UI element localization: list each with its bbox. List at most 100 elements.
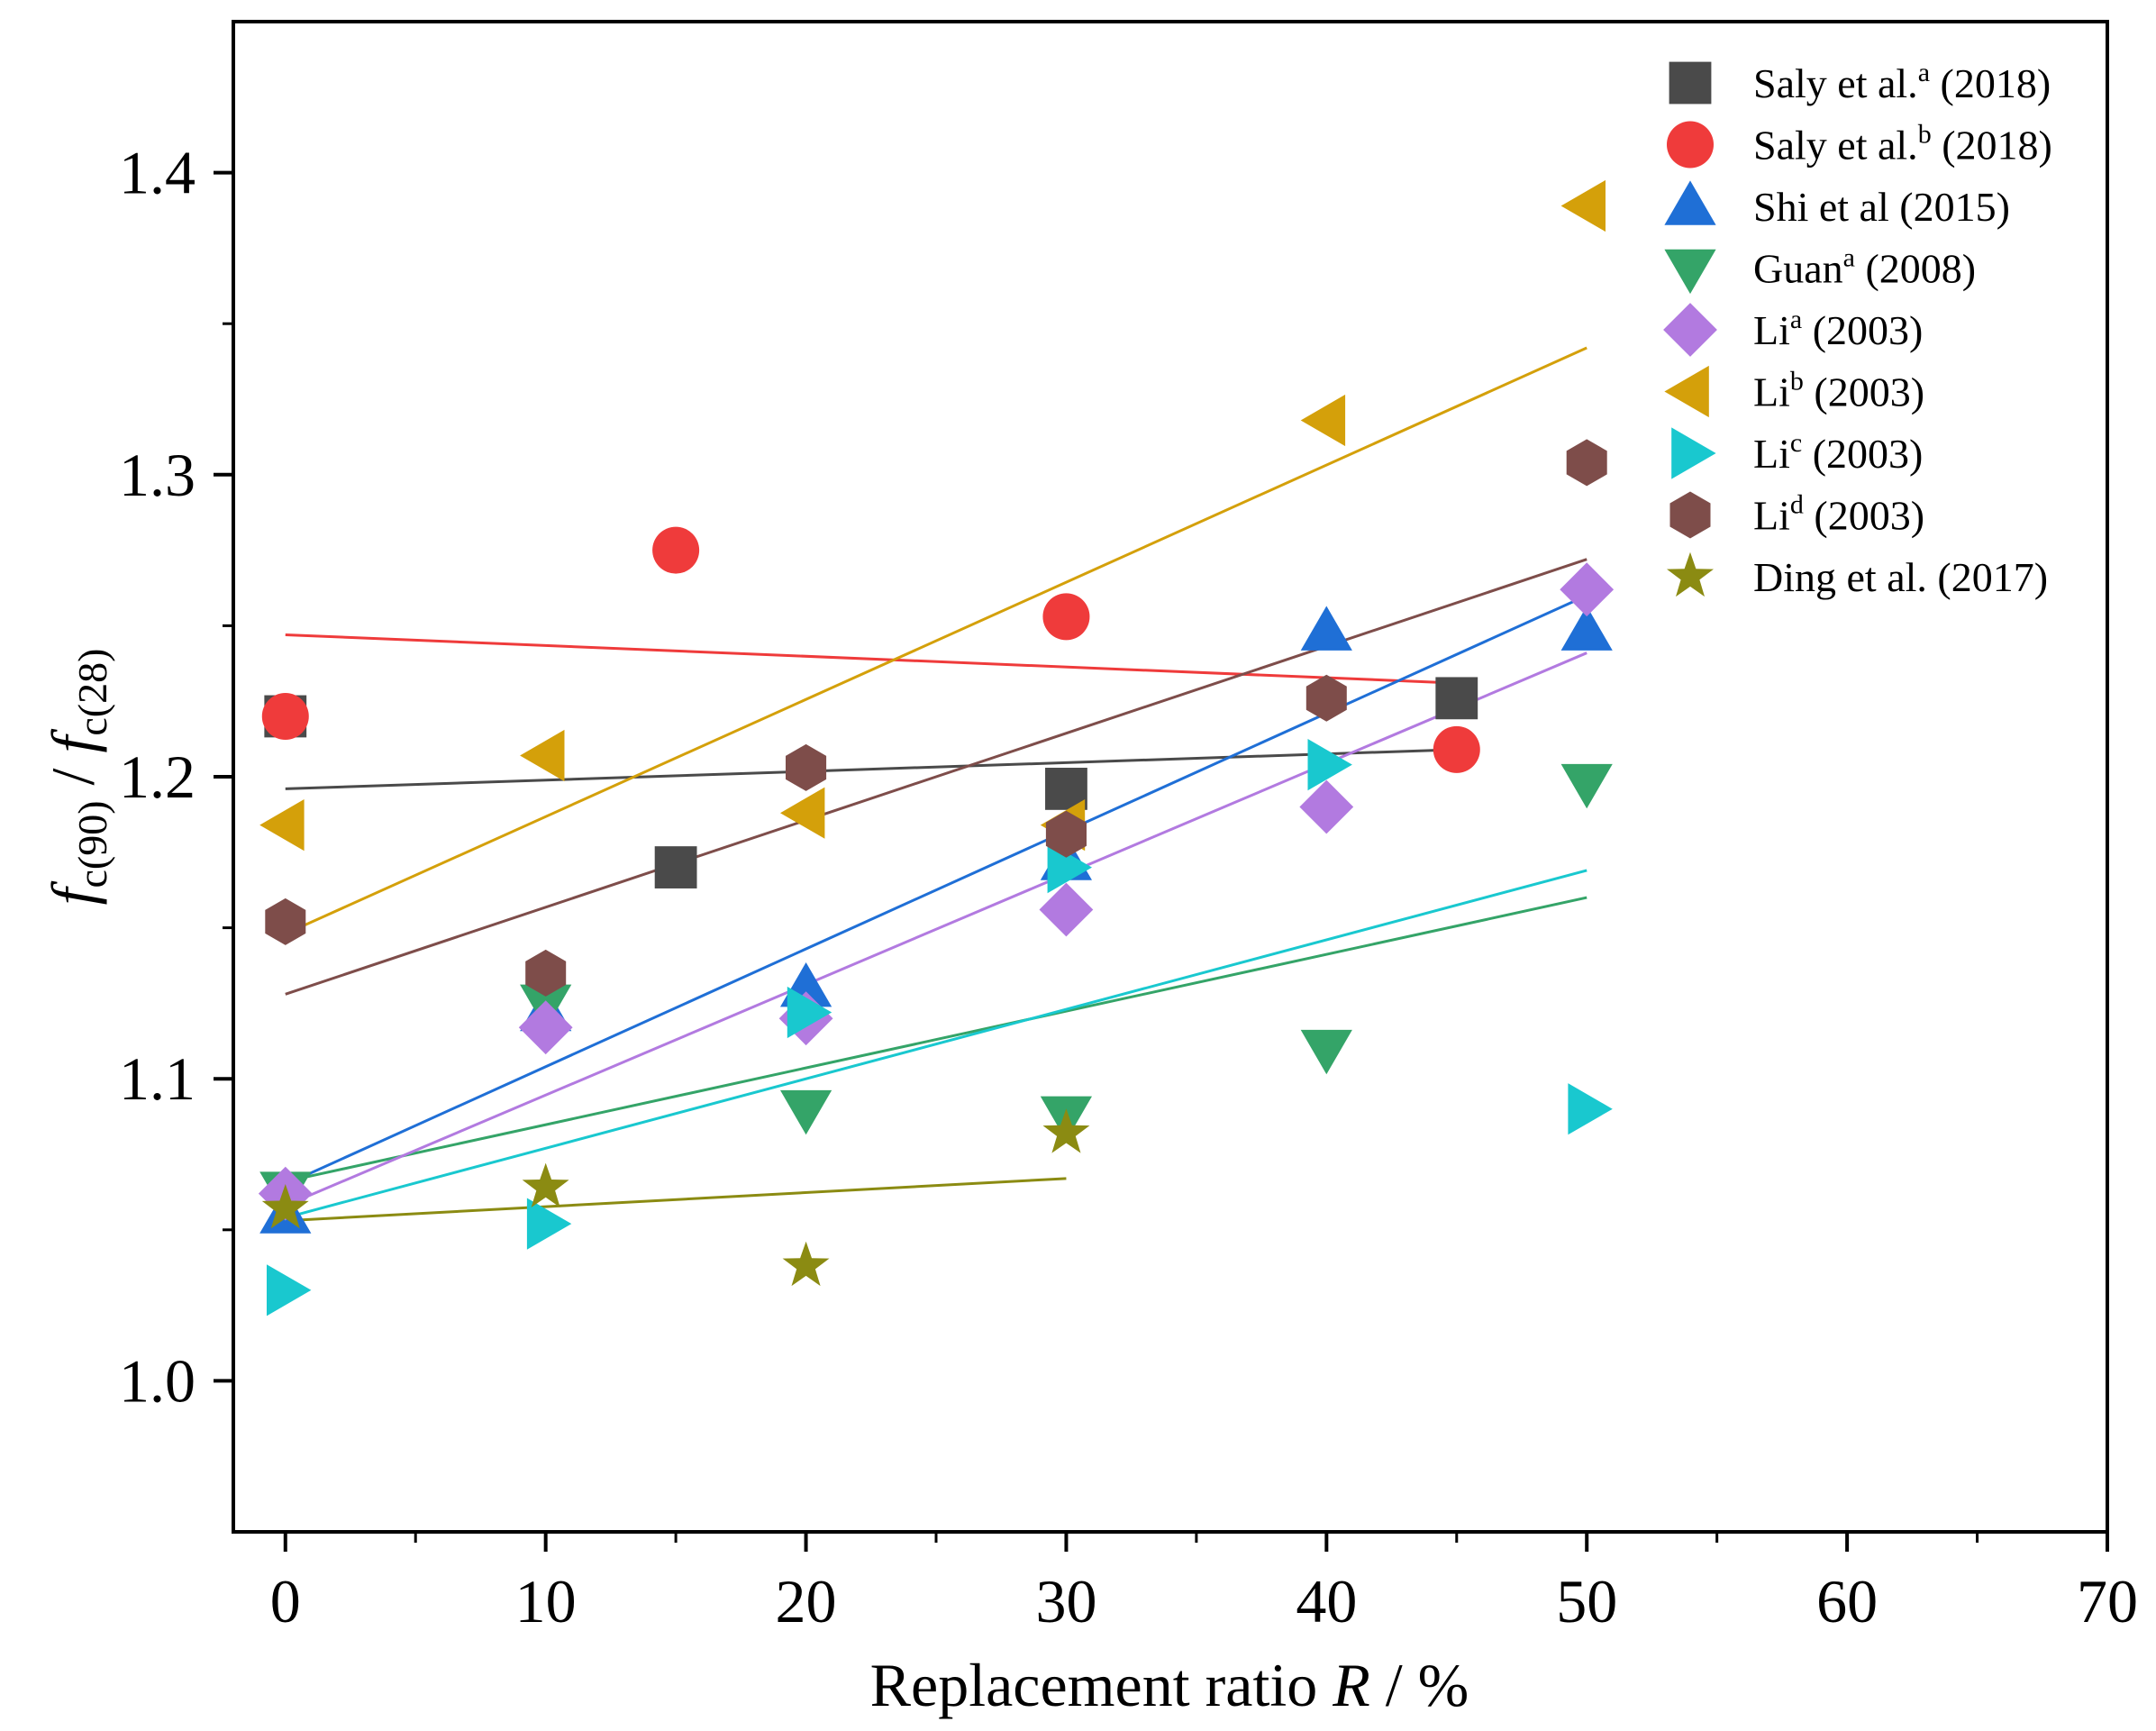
data-point-li-b-2003 — [1300, 394, 1346, 447]
legend-label-name: Li — [1753, 369, 1790, 415]
legend-label-year: (2017) — [1927, 554, 2048, 600]
legend-label-ding-et-al-2017: Ding et al. (2017) — [1753, 554, 2048, 600]
legend-item-saly-et-al-a-2018: Saly et al.a (2018) — [1669, 58, 2051, 106]
legend-label-year: (2018) — [1930, 60, 2051, 106]
x-tick-label: 20 — [776, 1567, 837, 1635]
legend-label-year: (2003) — [1804, 369, 1924, 415]
data-point-guan-a-2008 — [1560, 763, 1613, 809]
series-ding-et-al-2017 — [261, 1108, 1090, 1287]
legend-item-saly-et-al-b-2018: Saly et al.b (2018) — [1667, 120, 2052, 169]
data-point-saly-et-al-a-2018 — [654, 846, 697, 888]
x-axis-title-variable: R — [1332, 1651, 1370, 1719]
legend-label-guan-a-2008: Guana (2008) — [1753, 243, 1976, 292]
data-point-li-a-2003 — [1299, 779, 1354, 834]
data-point-li-b-2003 — [1560, 179, 1606, 232]
data-point-li-c-2003 — [1047, 842, 1092, 894]
data-point-li-d-2003 — [1045, 810, 1087, 858]
data-point-li-d-2003 — [525, 949, 567, 997]
y-tick-label: 1.0 — [119, 1346, 196, 1415]
series-li-c-2003 — [267, 739, 1613, 1316]
legend-label-superscript: a — [1843, 243, 1855, 273]
legend-item-li-a-2003: Lia (2003) — [1663, 303, 1923, 357]
data-markers — [258, 179, 1615, 1316]
x-axis-title: Replacement ratio R / % — [870, 1651, 1469, 1719]
legend-label-name: Ding et al. — [1753, 554, 1927, 600]
data-point-li-b-2003 — [520, 729, 565, 782]
legend-marker-li-d-2003 — [1669, 491, 1711, 539]
data-point-guan-a-2008 — [1300, 1029, 1352, 1075]
fit-lines — [285, 346, 1587, 1223]
data-point-saly-et-al-b-2018 — [1433, 725, 1480, 773]
fit-line-li-d-2003 — [285, 558, 1587, 996]
data-point-li-c-2003 — [787, 986, 832, 1039]
legend-label-name: Li — [1753, 431, 1790, 477]
legend-label-name: Saly et al. — [1753, 60, 1918, 106]
data-point-saly-et-al-a-2018 — [1435, 677, 1478, 720]
data-point-li-c-2003 — [526, 1198, 572, 1250]
fit-line-ding-et-al-2017 — [285, 1177, 1067, 1223]
data-point-ding-et-al-2017 — [261, 1184, 309, 1229]
data-point-li-a-2003 — [1560, 562, 1615, 617]
legend-label-year: (2018) — [1932, 123, 2052, 169]
x-tick-label: 60 — [1816, 1567, 1878, 1635]
y-axis-title-sub1: c(90) — [69, 800, 115, 888]
y-tick-label: 1.4 — [119, 139, 196, 207]
x-axis-ticks: 0 10 20 30 40 50 60 70 — [270, 1532, 2138, 1635]
legend-item-guan-a-2008: Guana (2008) — [1664, 243, 1976, 295]
legend-label-name: Shi et al — [1753, 184, 1889, 230]
legend-label-year: (2003) — [1802, 307, 1923, 353]
legend-label-name: Li — [1753, 307, 1790, 353]
legend-marker-li-c-2003 — [1671, 427, 1716, 479]
legend-marker-saly-et-al-b-2018 — [1667, 121, 1714, 169]
data-point-ding-et-al-2017 — [522, 1162, 569, 1207]
fit-line-li-a-2003 — [285, 651, 1587, 1207]
legend-item-shi-et-al-2015: Shi et al (2015) — [1664, 180, 2010, 230]
legend-label-shi-et-al-2015: Shi et al (2015) — [1753, 184, 2010, 230]
legend-label-year: (2003) — [1802, 431, 1923, 477]
fit-line-guan-a-2008 — [285, 896, 1587, 1183]
data-point-li-b-2003 — [780, 787, 825, 839]
legend-item-ding-et-al-2017: Ding et al. (2017) — [1667, 551, 2048, 600]
legend-marker-li-b-2003 — [1664, 365, 1709, 418]
x-axis-title-prefix: Replacement ratio — [870, 1651, 1333, 1719]
legend-label-year: (2003) — [1804, 493, 1924, 539]
data-point-li-c-2003 — [1307, 739, 1352, 791]
legend-label-li-c-2003: Lic (2003) — [1753, 428, 1923, 477]
data-point-li-d-2003 — [786, 743, 827, 791]
legend-item-li-b-2003: Lib (2003) — [1664, 365, 1924, 418]
legend-item-li-d-2003: Lid (2003) — [1669, 490, 1924, 539]
data-point-li-c-2003 — [267, 1264, 312, 1316]
y-axis-title-separator: / — [39, 753, 107, 801]
legend-label-name: Guan — [1753, 246, 1843, 292]
data-point-li-d-2003 — [1305, 674, 1347, 722]
data-point-li-a-2003 — [1039, 882, 1094, 937]
fit-line-li-b-2003 — [285, 346, 1587, 935]
data-point-li-d-2003 — [265, 897, 306, 945]
legend-label-superscript: b — [1918, 120, 1932, 150]
legend-marker-shi-et-al-2015 — [1664, 180, 1716, 225]
legend-marker-guan-a-2008 — [1664, 249, 1716, 295]
x-tick-label: 70 — [2077, 1567, 2138, 1635]
legend-marker-saly-et-al-a-2018 — [1669, 61, 1712, 105]
legend-marker-li-a-2003 — [1663, 303, 1717, 357]
data-point-saly-et-al-b-2018 — [652, 526, 700, 574]
y-tick-label: 1.2 — [119, 743, 196, 811]
fit-line-shi-et-al-2015 — [285, 594, 1587, 1186]
legend-label-li-b-2003: Lib (2003) — [1753, 367, 1924, 415]
x-tick-label: 50 — [1556, 1567, 1617, 1635]
y-axis-ticks: 1.0 1.1 1.2 1.3 1.4 — [119, 139, 233, 1415]
legend-item-li-c-2003: Lic (2003) — [1671, 427, 1923, 479]
data-point-ding-et-al-2017 — [782, 1241, 830, 1287]
data-point-saly-et-al-b-2018 — [261, 692, 309, 740]
data-point-li-d-2003 — [1566, 439, 1607, 487]
y-tick-label: 1.3 — [119, 441, 196, 509]
data-point-li-a-2003 — [518, 1000, 573, 1055]
fit-line-saly-et-al-a-2018 — [285, 748, 1457, 790]
data-point-shi-et-al-2015 — [1300, 606, 1352, 651]
legend-label-superscript: a — [1790, 305, 1802, 334]
x-axis-title-unit: / % — [1370, 1651, 1469, 1719]
data-point-li-b-2003 — [259, 799, 305, 852]
y-axis-title: fc(90) / fc(28) — [39, 649, 115, 906]
data-point-ding-et-al-2017 — [1042, 1108, 1090, 1153]
